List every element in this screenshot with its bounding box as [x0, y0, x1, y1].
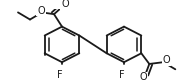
Text: F: F [57, 70, 63, 80]
Text: F: F [119, 70, 125, 80]
Text: O: O [139, 72, 147, 82]
Text: O: O [37, 6, 45, 16]
Text: O: O [61, 0, 69, 9]
Text: O: O [162, 55, 170, 65]
